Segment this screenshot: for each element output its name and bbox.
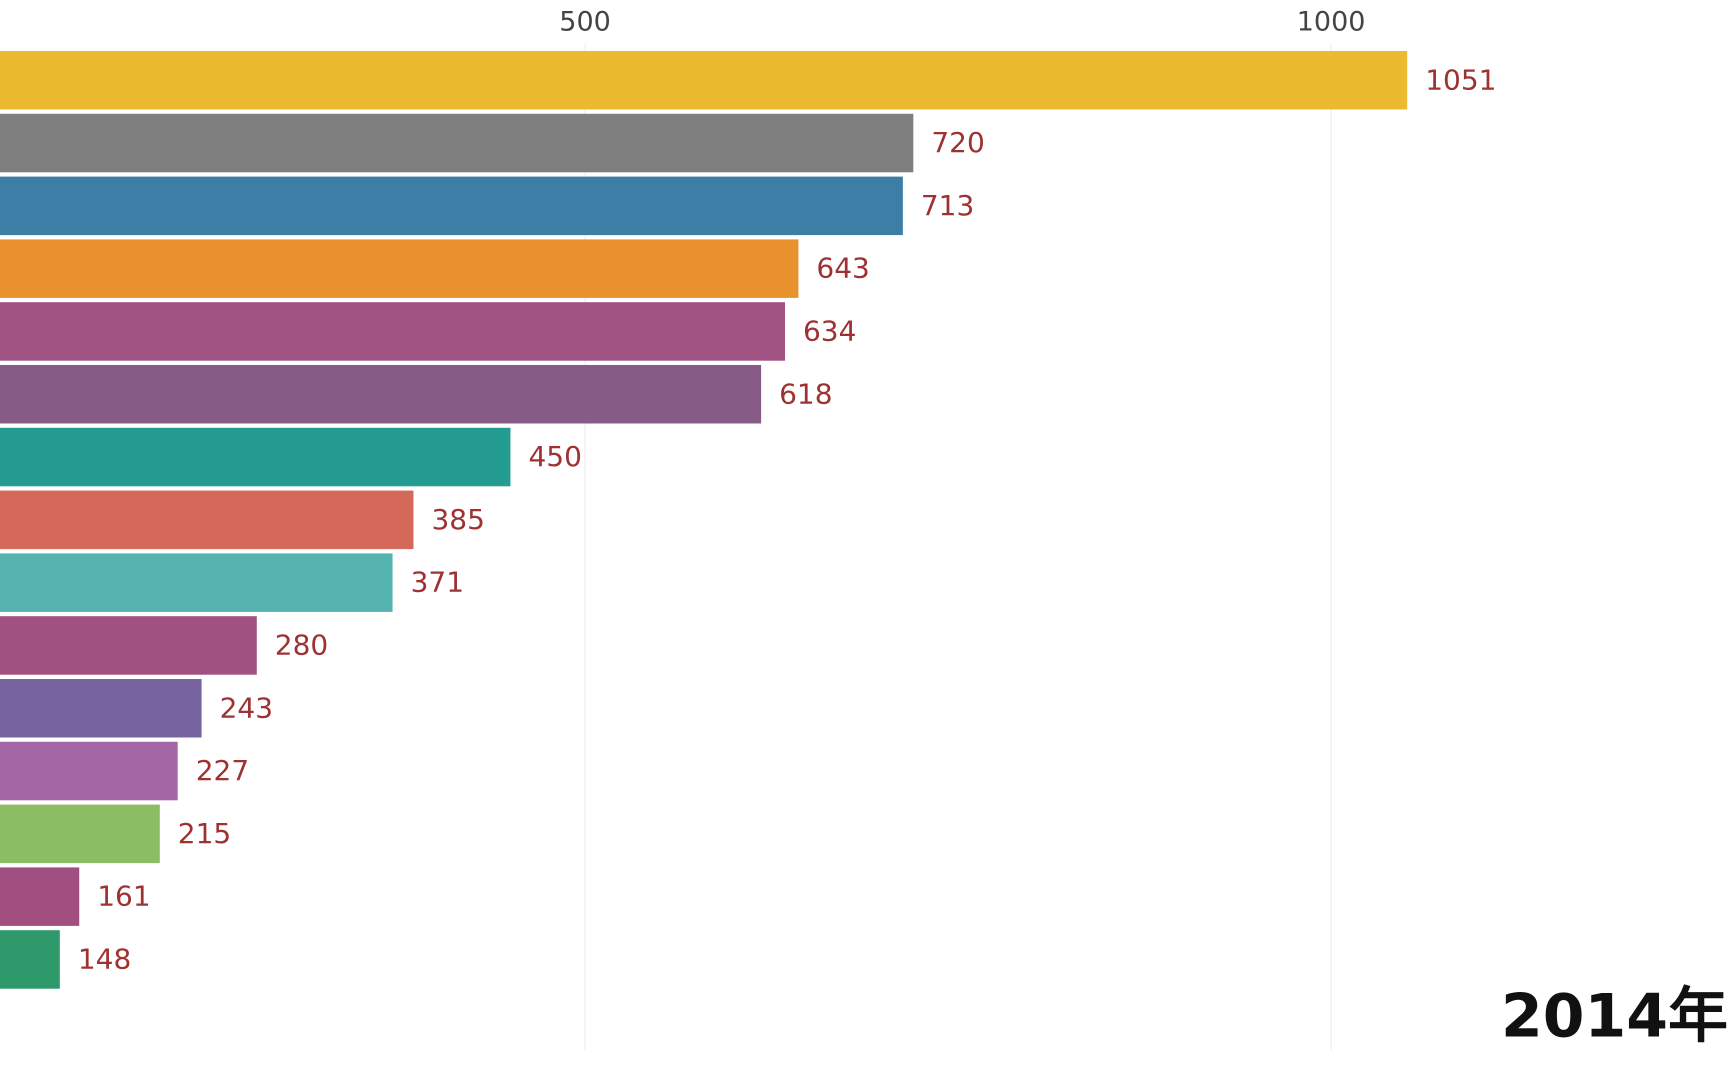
bar [0,302,785,361]
value-label: 643 [816,252,869,285]
value-label: 371 [411,566,464,599]
value-label: 720 [931,126,984,159]
x-tick-label: 500 [559,7,611,38]
bar [0,427,511,487]
value-label: 618 [779,377,832,410]
value-label: 713 [921,189,974,222]
value-label: 385 [431,503,484,536]
value-label: 148 [78,942,131,975]
bar [0,867,80,926]
value-label: 1051 [1425,63,1496,96]
value-label: 280 [275,628,328,661]
x-tick-label: 1000 [1297,7,1366,38]
bar [0,51,1408,110]
value-label: 227 [196,754,249,787]
bar [0,365,762,424]
bar [0,490,414,550]
bar [0,553,393,612]
value-label: 634 [803,314,856,347]
bar [0,239,799,298]
bar [0,804,160,864]
year-label: 2014年 [1501,982,1728,1052]
bar [0,176,903,236]
bar [0,679,202,738]
value-label: 450 [528,440,581,473]
bar [0,616,257,675]
value-label: 243 [220,691,273,724]
bar [0,113,914,173]
bar [0,741,178,801]
value-label: 161 [97,880,150,913]
value-label: 215 [178,817,231,850]
bar [0,930,60,989]
